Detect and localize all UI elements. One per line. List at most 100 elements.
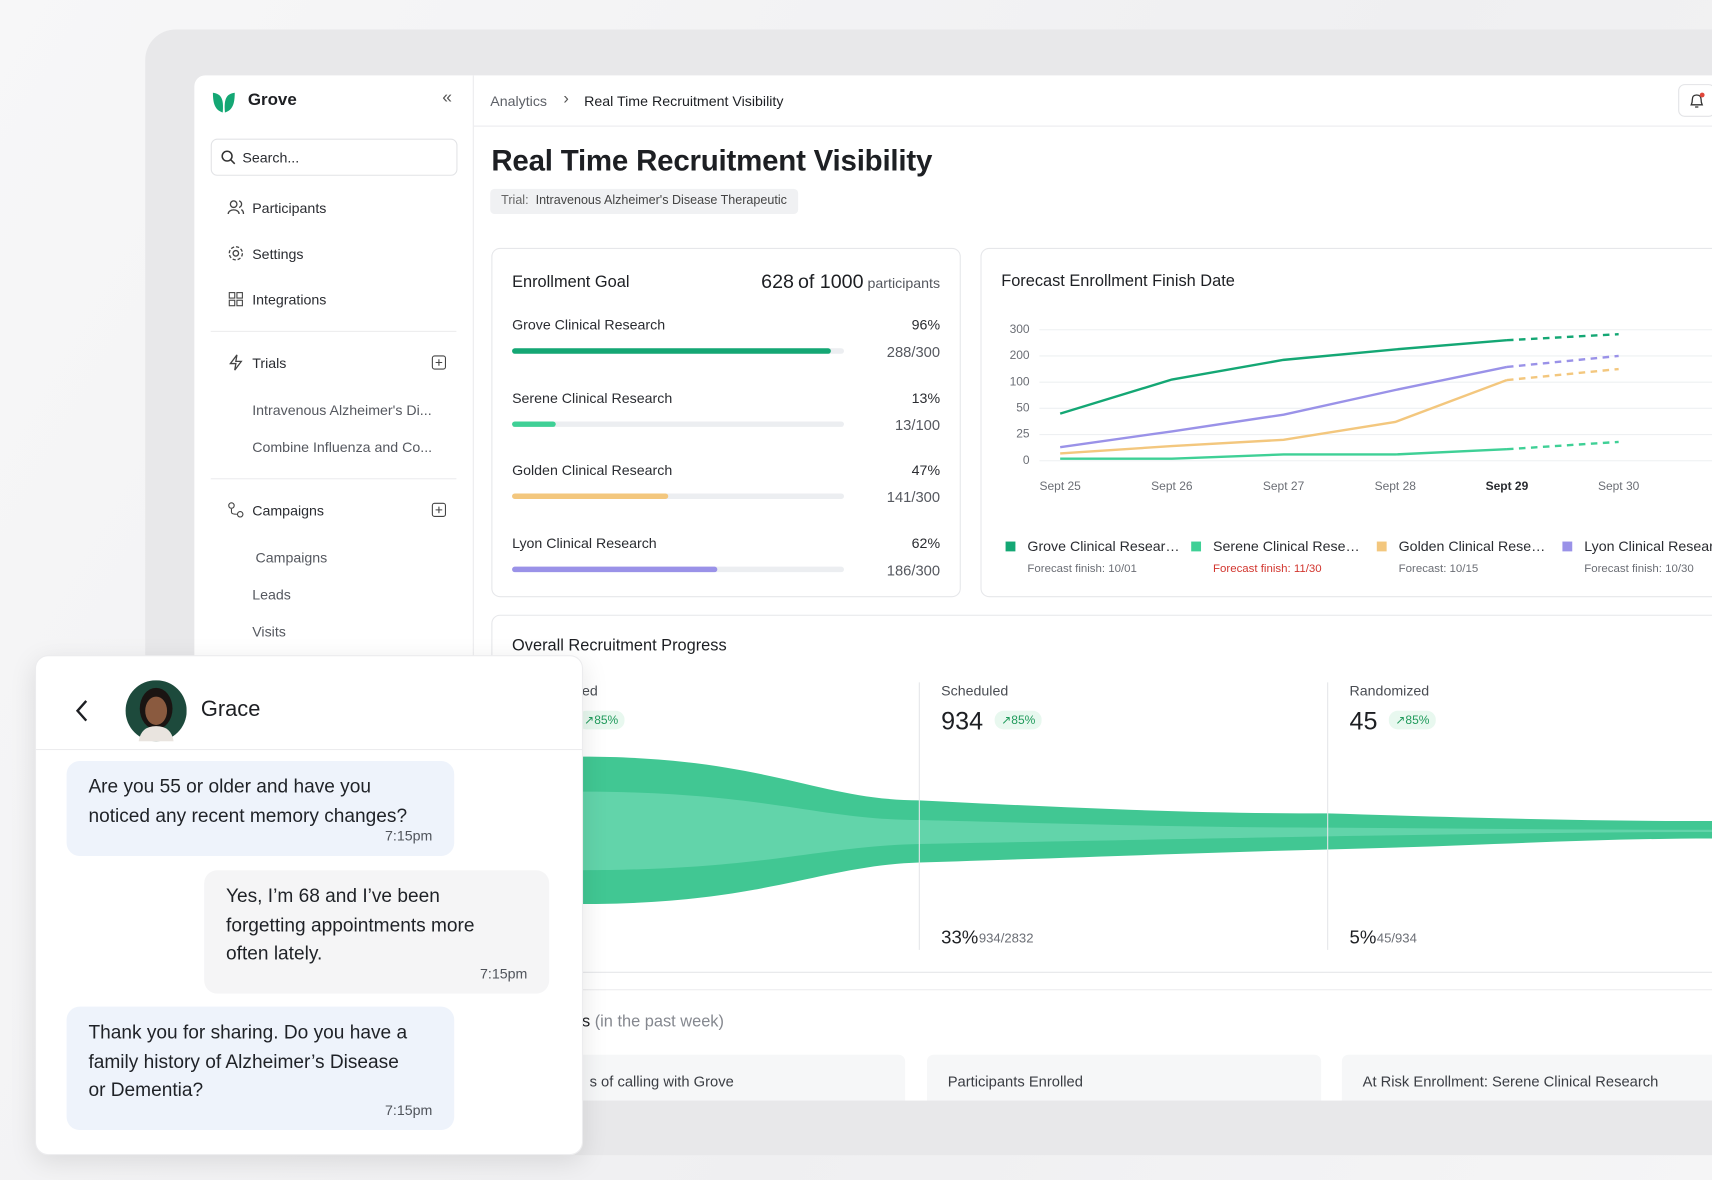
search-icon bbox=[221, 150, 236, 165]
divider bbox=[36, 749, 582, 751]
forecast-line bbox=[1506, 354, 1619, 369]
bar bbox=[512, 421, 556, 427]
y-tick-label: 0 bbox=[1023, 453, 1030, 467]
bar bbox=[512, 348, 831, 354]
bar bbox=[512, 493, 669, 500]
divider bbox=[491, 989, 1712, 991]
series-line bbox=[1059, 339, 1508, 415]
site-name: Lyon Clinical Research bbox=[512, 535, 657, 552]
bell-icon bbox=[1690, 92, 1705, 108]
add-button[interactable] bbox=[431, 355, 447, 370]
forecast-chart: Forecast Enrollment Finish Date 0 25 50 100… bbox=[1001, 272, 1712, 575]
x-tick-label: Sept 27 bbox=[1263, 479, 1305, 493]
add-button[interactable] bbox=[431, 502, 447, 517]
topbar-border bbox=[473, 125, 1712, 127]
site-percent: 96% bbox=[911, 316, 941, 334]
section-title-text: s bbox=[581, 1012, 591, 1031]
back-button[interactable] bbox=[73, 699, 90, 723]
nav-item[interactable]: Participants bbox=[252, 199, 327, 217]
message-time: 7:15pm bbox=[479, 964, 528, 982]
avatar bbox=[125, 680, 187, 742]
y-tick-label: 200 bbox=[1010, 348, 1030, 362]
message-line: Yes, I’m 68 and I’ve been bbox=[226, 884, 440, 907]
user-message: Yes, I’m 68 and I’ve been forgetting appo… bbox=[204, 870, 550, 994]
chat-panel: Grace Are you 55 or older and have you no… bbox=[34, 655, 584, 1156]
contact-name: Grace bbox=[200, 697, 261, 722]
legend-label: Lyon Clinical Research bbox=[1584, 539, 1712, 555]
site-percent: 13% bbox=[911, 389, 941, 406]
nav-section[interactable]: Trials bbox=[252, 354, 287, 372]
divider bbox=[210, 330, 457, 332]
x-tick-label: Sept 30 bbox=[1598, 479, 1640, 493]
stage-value: 934 bbox=[941, 706, 984, 735]
notification-button[interactable] bbox=[1678, 84, 1712, 117]
nav-subitem[interactable]: Combine Influenza and Co... bbox=[252, 438, 433, 456]
stat-card[interactable]: Participants Enrolled bbox=[926, 1054, 1322, 1110]
legend-swatch bbox=[1562, 541, 1573, 552]
message-line: often lately. bbox=[226, 942, 323, 965]
stage-badge: ↗85% bbox=[577, 710, 625, 730]
message-time: 7:15pm bbox=[385, 827, 433, 844]
site-count: 13/100 bbox=[894, 416, 941, 434]
stage-rate: 33% bbox=[941, 926, 979, 948]
nav-subitem[interactable]: Leads bbox=[252, 586, 291, 603]
bot-message: Thank you for sharing. Do you have a fami… bbox=[66, 1006, 455, 1131]
legend-label: Serene Clinical Rese… bbox=[1213, 539, 1360, 555]
legend-note: Forecast finish: 10/30 bbox=[1584, 563, 1693, 575]
message-line: forgetting appointments more bbox=[226, 913, 475, 936]
y-tick-label: 50 bbox=[1016, 401, 1030, 415]
bar-track bbox=[512, 493, 844, 500]
site-count: 288/300 bbox=[886, 343, 941, 361]
icon bbox=[229, 354, 243, 371]
nav-item[interactable]: Settings bbox=[252, 245, 304, 263]
nav-subitem[interactable]: Visits bbox=[252, 623, 286, 640]
card-title: Enrollment Goal bbox=[512, 272, 630, 292]
bar-track bbox=[512, 421, 844, 427]
search-box[interactable]: Search... bbox=[210, 138, 458, 176]
stat-card[interactable]: At Risk Enrollment: Serene Clinical Rese… bbox=[1341, 1054, 1712, 1110]
icon bbox=[227, 200, 245, 215]
nav-subitem[interactable]: Campaigns bbox=[255, 549, 328, 566]
nav-subitem[interactable]: Intravenous Alzheimer's Di... bbox=[252, 401, 432, 419]
card-title: Overall Recruitment Progress bbox=[512, 637, 727, 655]
tag-value: Intravenous Alzheimer's Disease Therapeu… bbox=[535, 194, 787, 208]
collapse-button[interactable]: « bbox=[442, 88, 452, 108]
stage-badge: ↗85% bbox=[994, 710, 1042, 730]
page-title: Real Time Recruitment Visibility bbox=[491, 144, 933, 177]
site-percent: 62% bbox=[911, 535, 941, 552]
stat-card-title: Participants Enrolled bbox=[947, 1073, 1083, 1090]
stage-ratio: 45/934 bbox=[1376, 930, 1417, 946]
logo bbox=[212, 92, 235, 113]
stage-rate: 5% bbox=[1349, 926, 1377, 948]
enrollment-total: 628 of 1000 participants bbox=[761, 271, 940, 294]
nav-item[interactable]: Integrations bbox=[252, 291, 327, 308]
stage-value: 45 bbox=[1349, 706, 1378, 735]
stat-card-title: s of calling with Grove bbox=[589, 1073, 734, 1090]
nav-section[interactable]: Campaigns bbox=[252, 502, 325, 519]
legend-label: Golden Clinical Rese… bbox=[1399, 539, 1546, 555]
y-tick-label: 100 bbox=[1010, 374, 1030, 388]
site-name: Serene Clinical Research bbox=[512, 389, 673, 406]
legend-swatch bbox=[1191, 541, 1202, 552]
y-tick-label: 300 bbox=[1010, 322, 1030, 336]
legend-note: Forecast finish: 10/01 bbox=[1027, 563, 1137, 575]
legend-swatch bbox=[1376, 541, 1387, 552]
message-line: or Dementia? bbox=[88, 1078, 204, 1101]
message-line: noticed any recent memory changes? bbox=[88, 804, 408, 826]
trial-tag: Trial: Intravenous Alzheimer's Disease T… bbox=[490, 188, 798, 215]
icon bbox=[228, 246, 244, 261]
legend-swatch bbox=[1005, 541, 1016, 552]
breadcrumb-separator: › bbox=[563, 89, 569, 109]
unit: participants bbox=[867, 275, 941, 292]
breadcrumb-item[interactable]: Analytics bbox=[490, 92, 548, 110]
breadcrumb-item: Real Time Recruitment Visibility bbox=[584, 92, 784, 110]
section-subtitle: (in the past week) bbox=[594, 1012, 724, 1031]
sidebar: Grove « Search... Participants Settings … bbox=[194, 75, 474, 1102]
forecast-line bbox=[1506, 367, 1619, 382]
x-tick-label: Sept 25 bbox=[1039, 479, 1081, 493]
legend-label: Grove Clinical Resear… bbox=[1027, 539, 1179, 555]
chart-title: Forecast Enrollment Finish Date bbox=[1001, 272, 1235, 290]
x-tick-label: Sept 28 bbox=[1375, 479, 1417, 493]
enrollment-card: Enrollment Goal 628 of 1000 participants… bbox=[491, 247, 961, 598]
stage-badge: ↗85% bbox=[1388, 710, 1437, 730]
